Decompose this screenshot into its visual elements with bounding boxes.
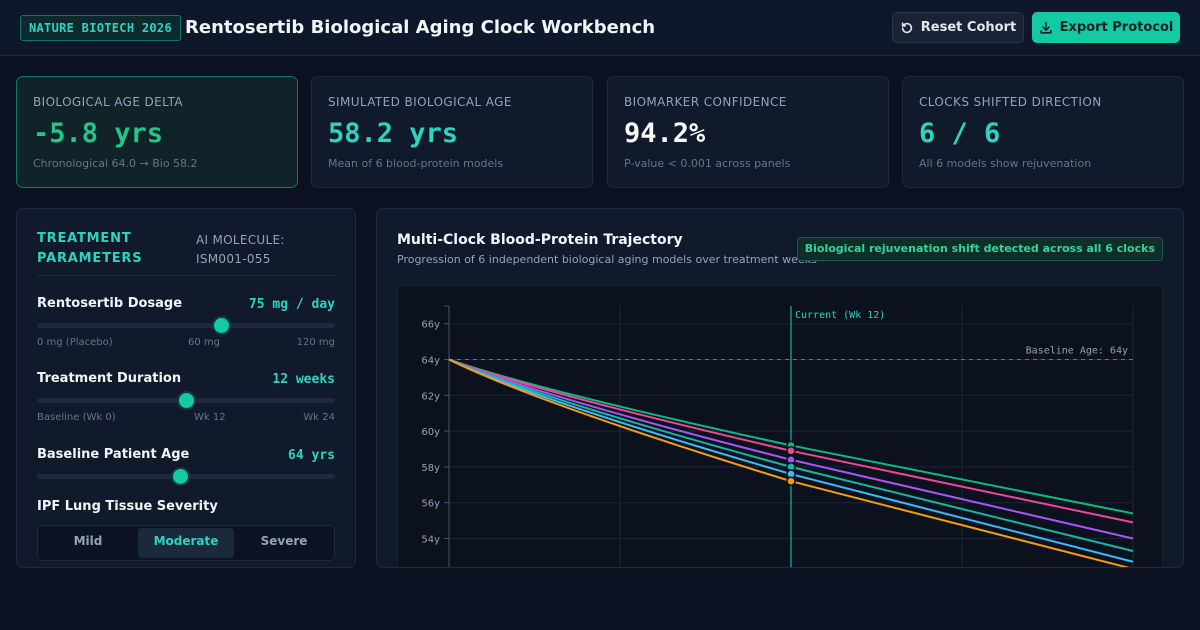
stat-card-clocks-shifted: CLOCKS SHIFTED DIRECTION 6 / 6 All 6 mod… — [902, 76, 1184, 188]
stat-subtext: All 6 models show rejuvenation — [919, 157, 1092, 170]
stat-value: 94.2% — [624, 118, 706, 149]
dosage-label: Rentosertib Dosage — [37, 296, 183, 311]
severity-option-moderate[interactable]: Moderate — [138, 528, 234, 558]
stat-subtext: Mean of 6 blood-protein models — [328, 157, 504, 170]
stat-label: SIMULATED BIOLOGICAL AGE — [328, 95, 512, 109]
stat-label: CLOCKS SHIFTED DIRECTION — [919, 95, 1102, 109]
age-slider[interactable] — [37, 469, 335, 484]
chart-title: Multi-Clock Blood-Protein Trajectory — [397, 232, 683, 248]
plot-area: 54y 56y 58y 60y 62y 64y 66y Baseline Age: 64y Cu… — [397, 285, 1163, 567]
stat-value: 58.2 yrs — [328, 118, 459, 149]
y-tick-label: 64y — [421, 356, 440, 367]
duration-tick-max: Wk 24 — [303, 412, 335, 423]
duration-value: 12 weeks — [272, 372, 335, 387]
y-tick-label: 56y — [421, 499, 440, 510]
dosage-tick-max: 120 mg — [296, 337, 335, 348]
age-value: 64 yrs — [288, 448, 335, 463]
y-tick-label: 54y — [421, 535, 440, 546]
rejuvenation-status-badge: Biological rejuvenation shift detected a… — [796, 237, 1163, 261]
age-slider-thumb[interactable] — [172, 469, 188, 484]
duration-slider[interactable] — [37, 393, 335, 408]
duration-label: Treatment Duration — [37, 371, 182, 386]
dosage-slider-thumb[interactable] — [214, 318, 230, 333]
y-tick-label: 66y — [421, 320, 440, 331]
severity-selector: Mild Moderate Severe — [37, 525, 335, 561]
duration-tick-min: Baseline (Wk 0) — [37, 412, 116, 423]
y-tick-label: 62y — [421, 391, 440, 402]
export-protocol-label: Export Protocol — [1059, 20, 1174, 35]
molecule-label: AI MOLECULE: ISM001-055 — [196, 233, 285, 266]
stat-label: BIOMARKER CONFIDENCE — [624, 95, 787, 109]
current-point-6 — [786, 476, 796, 486]
download-icon — [1040, 21, 1052, 34]
stat-value: 6 / 6 — [919, 118, 1001, 149]
trajectory-chart: 54y 56y 58y 60y 62y 64y 66y Baseline Age: 64y Cu… — [421, 305, 1134, 567]
current-point-2 — [786, 446, 796, 456]
current-week-label: Current (Wk 12) — [795, 310, 885, 321]
stat-value: -5.8 yrs — [33, 118, 164, 149]
severity-option-mild[interactable]: Mild — [73, 534, 103, 548]
stat-label: BIOLOGICAL AGE DELTA — [33, 95, 184, 109]
chart-subtitle: Progression of 6 independent biological … — [397, 253, 817, 266]
dosage-slider[interactable] — [37, 318, 335, 333]
panel-title: TREATMENT PARAMETERS — [37, 231, 143, 266]
trajectory-chart-panel: Multi-Clock Blood-Protein Trajectory Pro… — [376, 208, 1184, 568]
y-tick-label: 58y — [421, 463, 440, 474]
app-header: NATURE BIOTECH 2026 Rentosertib Biologic… — [0, 0, 1200, 56]
divider — [37, 275, 335, 276]
y-tick-label: 60y — [421, 427, 440, 438]
stat-subtext: P-value < 0.001 across panels — [624, 157, 791, 170]
reset-icon — [901, 21, 912, 33]
export-protocol-button[interactable]: Export Protocol — [1032, 12, 1180, 43]
dosage-tick-mid: 60 mg — [188, 337, 220, 348]
dosage-value: 75 mg / day — [248, 297, 335, 312]
stat-card-age-delta: BIOLOGICAL AGE DELTA -5.8 yrs Chronologi… — [16, 76, 298, 188]
duration-tick-mid: Wk 12 — [194, 412, 226, 423]
treatment-parameters-panel: TREATMENT PARAMETERS AI MOLECULE: ISM001… — [16, 208, 356, 568]
reset-cohort-button[interactable]: Reset Cohort — [892, 12, 1024, 43]
dosage-tick-min: 0 mg (Placebo) — [37, 337, 113, 348]
duration-slider-thumb[interactable] — [178, 393, 194, 408]
severity-label: IPF Lung Tissue Severity — [37, 499, 218, 514]
app-title: Rentosertib Biological Aging Clock Workb… — [185, 17, 656, 38]
stat-subtext: Chronological 64.0 → Bio 58.2 — [33, 157, 198, 170]
severity-option-severe[interactable]: Severe — [260, 534, 308, 548]
baseline-age-label: Baseline Age: 64y — [1026, 346, 1128, 357]
journal-badge: NATURE BIOTECH 2026 — [20, 15, 181, 41]
series-line-6 — [448, 358, 1130, 567]
stat-card-bio-age: SIMULATED BIOLOGICAL AGE 58.2 yrs Mean o… — [311, 76, 593, 188]
reset-cohort-label: Reset Cohort — [920, 20, 1017, 35]
age-label: Baseline Patient Age — [37, 447, 190, 462]
stat-card-confidence: BIOMARKER CONFIDENCE 94.2% P-value < 0.0… — [607, 76, 889, 188]
